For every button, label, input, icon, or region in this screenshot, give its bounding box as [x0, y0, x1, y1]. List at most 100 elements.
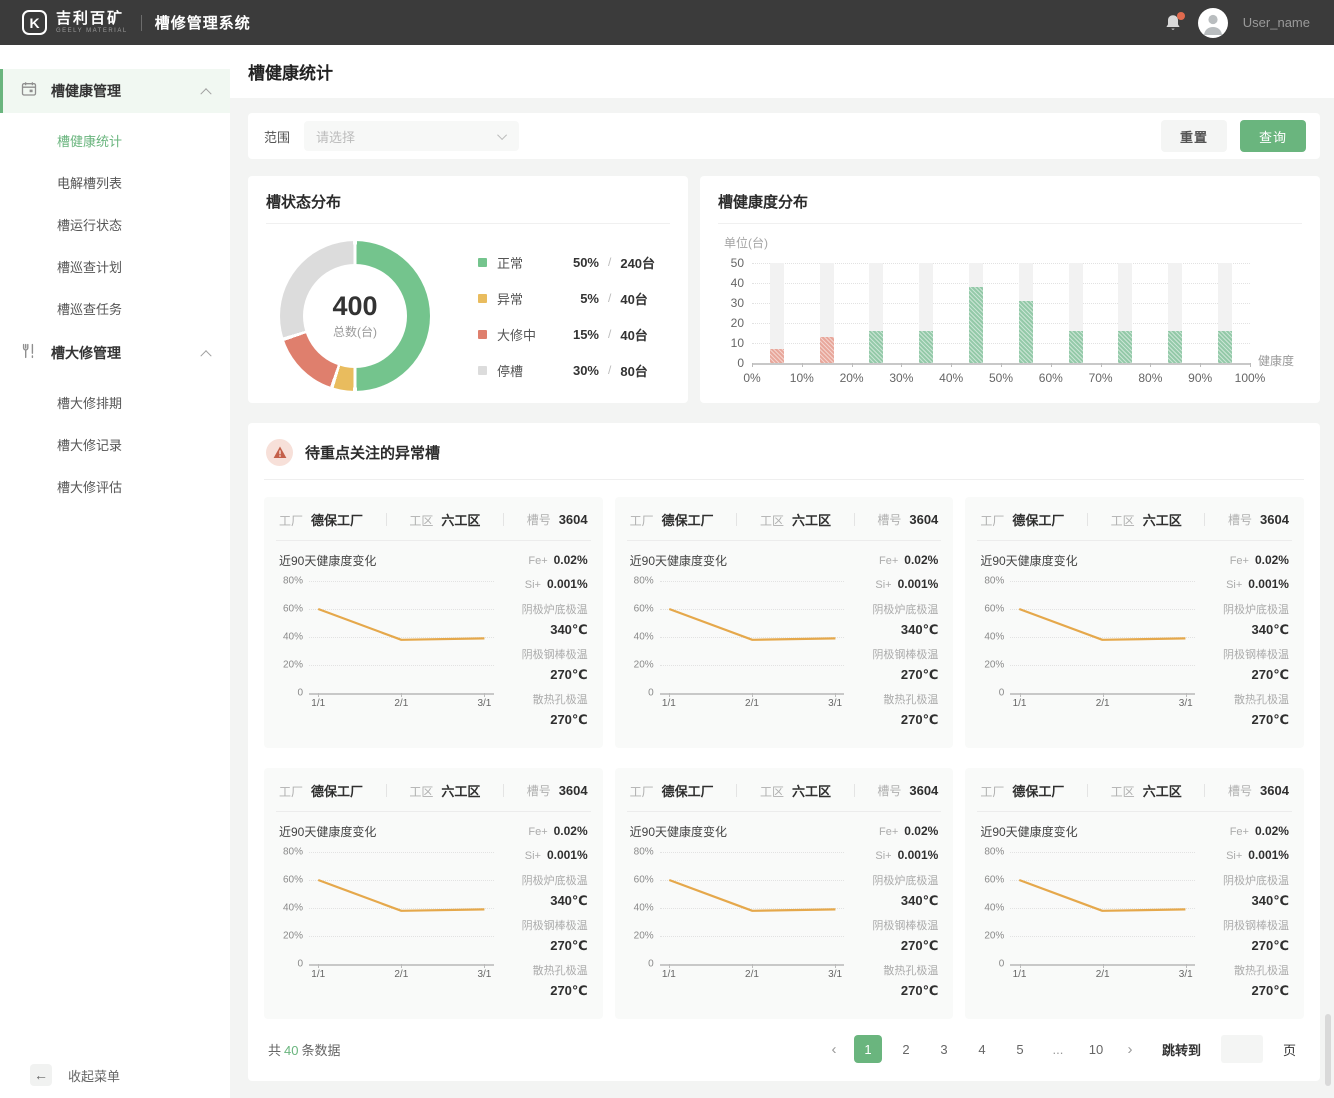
prev-page-button[interactable]: ‹ — [831, 1040, 837, 1058]
health-distribution-bar-chart: 单位(台) 0 10 20 30 40 50 健康度 0% 10% 20% 30% 40% 50% 6… — [718, 224, 1302, 386]
page-button[interactable]: 3 — [940, 1041, 948, 1057]
divider — [626, 540, 942, 541]
metric-value: 0.001% — [897, 848, 939, 862]
metric-label: Fe+ — [879, 555, 899, 567]
tank-status-donut-chart: 400 总数(台) — [280, 241, 430, 391]
sidebar-item[interactable]: 槽大修记录 — [57, 438, 123, 453]
area-value: 六工区 — [441, 784, 481, 799]
metric-value: 0.001% — [1248, 848, 1289, 862]
donut-total-label: 总数(台) — [333, 325, 377, 340]
sidebar-item[interactable]: 槽巡查任务 — [57, 302, 123, 317]
trend-x-tick-label: 2/1 — [394, 969, 409, 980]
bar-column — [752, 263, 802, 363]
trend-y-tick-label: 80% — [282, 575, 303, 587]
page-button[interactable]: 10 — [1088, 1041, 1104, 1057]
metric: Si+ 0.001% — [850, 848, 938, 862]
sidebar-item[interactable]: 槽健康统计 — [57, 134, 123, 149]
metric-label: 阴极炉底极温 — [1222, 875, 1289, 887]
axis-tick — [668, 693, 670, 697]
page-button[interactable]: 4 — [978, 1041, 986, 1057]
page-button[interactable]: 2 — [902, 1041, 910, 1057]
metric: Fe+ 0.02% — [850, 553, 938, 567]
divider — [718, 223, 1302, 224]
trend-y-tick-label: 60% — [282, 874, 303, 886]
sidebar-item[interactable]: 电解槽列表 — [57, 176, 123, 191]
trend-y-tick-label: 60% — [633, 874, 654, 886]
sidebar-group-1[interactable]: 槽健康管理 — [0, 69, 230, 113]
axis-tick — [1185, 964, 1187, 968]
axis-tick — [1150, 363, 1152, 367]
donut-hole — [303, 264, 407, 368]
tank-card[interactable]: 工厂 德保工厂 工区 六工区 槽号 3604 近90天健康度变化 80% 60% 40% 2… — [965, 497, 1304, 748]
metric: 阴极炉底极温 340℃ — [1201, 601, 1289, 638]
query-button[interactable]: 查询 — [1239, 120, 1306, 152]
gridline — [659, 908, 845, 909]
metric: 阴极钢棒极温 270℃ — [1201, 917, 1289, 954]
bar-column — [852, 263, 902, 363]
trend-line — [660, 852, 845, 964]
trend-x-tick-label: 1/1 — [661, 969, 676, 980]
tank-cards-grid: 工厂 德保工厂 工区 六工区 槽号 3604 近90天健康度变化 80% 60% 40% 2… — [264, 497, 1304, 1019]
notification-bell-icon[interactable] — [1163, 11, 1185, 33]
bar-x-tick-label: 0% — [743, 371, 761, 385]
sidebar-item[interactable]: 槽运行状态 — [57, 218, 123, 233]
bar-columns — [752, 263, 1250, 363]
legend-percent: 50% — [572, 254, 599, 270]
trend-x-axis: 1/1 2/1 3/1 — [660, 698, 845, 711]
metric-label: 散热孔极温 — [883, 694, 939, 706]
trend-y-tick-label: 0 — [998, 958, 1005, 970]
trend-y-tick-label: 40% — [984, 631, 1005, 643]
bar-chart-x-axis-label: 健康度 — [1258, 354, 1295, 368]
topbar: K 吉利百矿 GEELY MATERIAL 槽修管理系统 User_name — [0, 0, 1334, 45]
metric-label: Si+ — [524, 579, 541, 591]
collapse-menu-button[interactable]: ← 收起菜单 — [30, 1064, 120, 1086]
jump-page-input[interactable] — [1220, 1035, 1263, 1063]
total-count-text: 共 40 条数据 — [268, 1042, 341, 1058]
legend-separator: / — [608, 291, 612, 305]
page-button[interactable]: 1 — [853, 1035, 882, 1063]
reset-button[interactable]: 重置 — [1160, 120, 1227, 152]
gridline — [1010, 852, 1195, 853]
axis-tick — [751, 964, 753, 968]
sidebar-item[interactable]: 槽大修评估 — [57, 480, 123, 495]
trend-line — [660, 581, 845, 693]
user-name[interactable]: User_name — [1242, 15, 1310, 30]
legend-label: 正常 — [497, 255, 524, 271]
sidebar-item[interactable]: 槽巡查计划 — [57, 260, 123, 275]
bar-column — [1101, 263, 1151, 363]
axis-tick — [835, 693, 837, 697]
chevron-up-icon — [200, 88, 212, 100]
trend-line-chart — [659, 581, 845, 697]
donut-legend: 正常 50%/240台 异常 5%/40台 大修中 15%/40台 停槽 30%/80台 — [478, 253, 670, 380]
tank-card[interactable]: 工厂 德保工厂 工区 六工区 槽号 3604 近90天健康度变化 80% 60% 40% 2… — [614, 768, 954, 1019]
metric-value: 340℃ — [1251, 622, 1289, 637]
range-select[interactable]: 请选择 — [304, 121, 520, 151]
donut-total-value: 400 — [332, 290, 378, 321]
tank-card[interactable]: 工厂 德保工厂 工区 六工区 槽号 3604 近90天健康度变化 80% 60% 40% 2… — [264, 768, 603, 1019]
sidebar-item[interactable]: 槽大修排期 — [57, 396, 123, 411]
pagination: ‹ 1 2 3 4 5... 10 › 跳转到 页 — [824, 1035, 1296, 1063]
trend-y-tick-label: 60% — [282, 603, 303, 615]
tank-no-value: 3604 — [1260, 512, 1289, 527]
axis-tick — [1019, 693, 1021, 697]
metric-value: 0.02% — [553, 553, 588, 567]
tank-no-value: 3604 — [558, 512, 588, 527]
main-area: 槽健康统计 范围 请选择 重置 查询 槽状态分布 — [230, 45, 1334, 1098]
tank-card[interactable]: 工厂 德保工厂 工区 六工区 槽号 3604 近90天健康度变化 80% 60% 40% 2… — [264, 497, 603, 748]
metric-label: Fe+ — [528, 555, 548, 567]
gridline — [309, 637, 494, 638]
abnormal-tanks-title: 待重点关注的异常槽 — [305, 445, 441, 462]
gridline — [309, 908, 494, 909]
user-avatar[interactable] — [1197, 7, 1228, 38]
trend-y-tick-label: 20% — [633, 659, 654, 671]
tank-no-label: 槽号 — [526, 513, 551, 527]
sidebar-group-2[interactable]: 槽大修管理 — [0, 331, 230, 375]
page-button[interactable]: 5 — [1016, 1041, 1024, 1057]
scrollbar-thumb[interactable] — [1325, 1014, 1331, 1086]
next-page-button[interactable]: › — [1127, 1040, 1133, 1058]
legend-color-swatch — [478, 293, 487, 303]
tank-card[interactable]: 工厂 德保工厂 工区 六工区 槽号 3604 近90天健康度变化 80% 60% 40% 2… — [614, 497, 954, 748]
tank-card[interactable]: 工厂 德保工厂 工区 六工区 槽号 3604 近90天健康度变化 80% 60% 40% 2… — [965, 768, 1304, 1019]
axis-tick — [318, 693, 320, 697]
metric: 阴极炉底极温 340℃ — [500, 601, 588, 638]
